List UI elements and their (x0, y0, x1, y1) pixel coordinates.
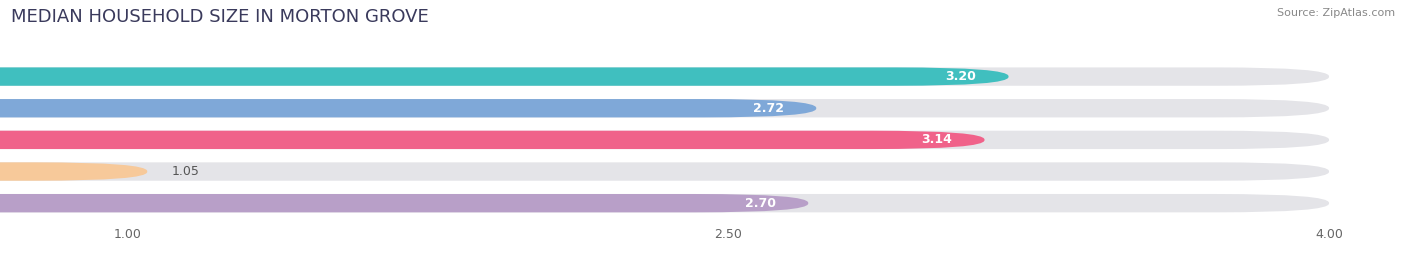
Text: 2.72: 2.72 (754, 102, 785, 115)
FancyBboxPatch shape (0, 131, 1329, 149)
FancyBboxPatch shape (0, 194, 1329, 212)
Text: 3.20: 3.20 (946, 70, 977, 83)
FancyBboxPatch shape (0, 162, 148, 181)
Text: 1.05: 1.05 (172, 165, 200, 178)
FancyBboxPatch shape (0, 99, 1329, 117)
FancyBboxPatch shape (0, 162, 1329, 181)
FancyBboxPatch shape (0, 68, 1329, 86)
FancyBboxPatch shape (0, 131, 984, 149)
FancyBboxPatch shape (0, 68, 1008, 86)
Text: 3.14: 3.14 (921, 133, 952, 146)
Text: 2.70: 2.70 (745, 197, 776, 210)
FancyBboxPatch shape (0, 99, 817, 117)
Text: MEDIAN HOUSEHOLD SIZE IN MORTON GROVE: MEDIAN HOUSEHOLD SIZE IN MORTON GROVE (11, 8, 429, 26)
Text: Source: ZipAtlas.com: Source: ZipAtlas.com (1277, 8, 1395, 18)
FancyBboxPatch shape (0, 194, 808, 212)
